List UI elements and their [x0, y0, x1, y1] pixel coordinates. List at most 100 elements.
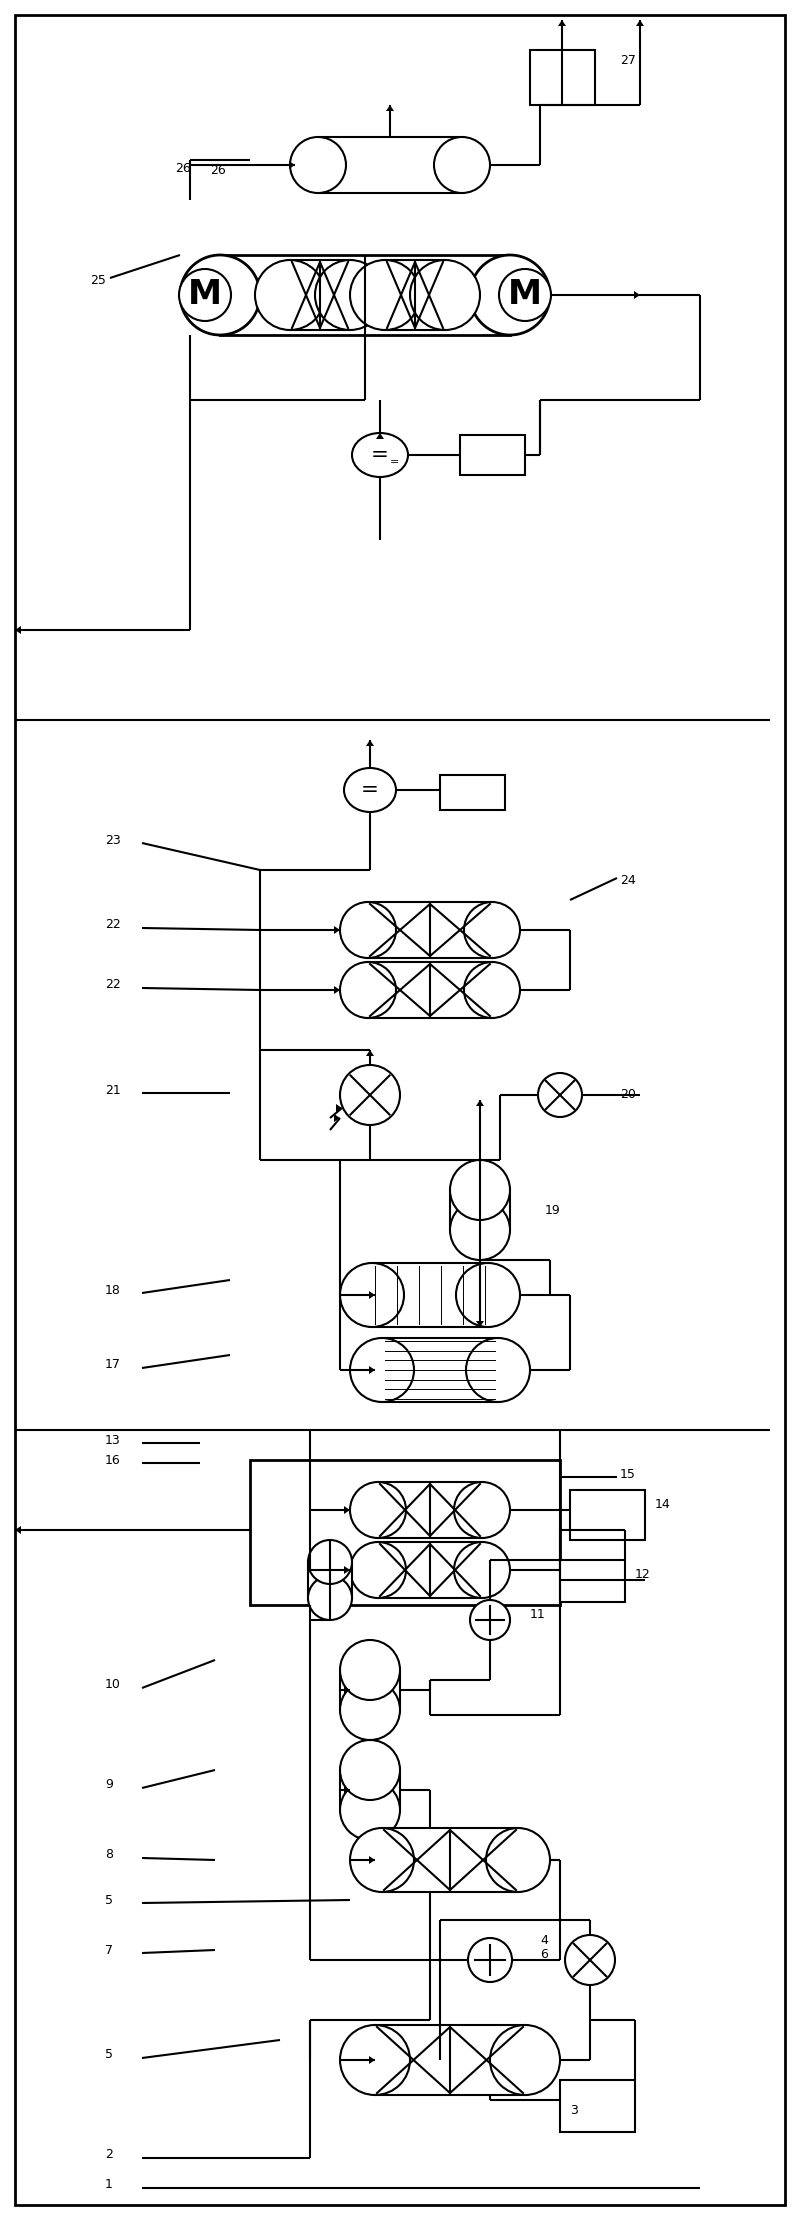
Text: 24: 24 — [620, 874, 636, 888]
Polygon shape — [366, 739, 374, 746]
Bar — [250, 1460, 560, 1604]
Ellipse shape — [308, 1540, 352, 1584]
Ellipse shape — [340, 1640, 400, 1700]
Ellipse shape — [434, 138, 490, 193]
Polygon shape — [558, 20, 566, 27]
Text: 10: 10 — [105, 1678, 121, 1691]
Ellipse shape — [470, 255, 550, 335]
Bar — [318, 138, 462, 193]
Bar — [560, 2079, 635, 2132]
Text: 2: 2 — [105, 2148, 113, 2161]
Polygon shape — [334, 1114, 340, 1123]
Ellipse shape — [179, 268, 231, 322]
Ellipse shape — [350, 1828, 414, 1893]
Polygon shape — [15, 1527, 21, 1533]
Ellipse shape — [180, 255, 260, 335]
Text: 7: 7 — [105, 1944, 113, 1957]
Polygon shape — [476, 1101, 484, 1105]
Ellipse shape — [464, 963, 520, 1019]
Ellipse shape — [470, 1600, 510, 1640]
Ellipse shape — [486, 1828, 550, 1893]
Polygon shape — [334, 985, 340, 994]
Polygon shape — [366, 1050, 374, 1056]
Text: 23: 23 — [105, 834, 121, 845]
Ellipse shape — [466, 1338, 530, 1402]
Polygon shape — [15, 626, 21, 635]
Ellipse shape — [340, 1680, 400, 1740]
Bar — [440, 774, 505, 810]
Bar — [340, 1771, 400, 1811]
Text: 3: 3 — [570, 2104, 578, 2117]
Polygon shape — [369, 2057, 375, 2064]
Text: 11: 11 — [530, 1609, 546, 1622]
Text: M: M — [508, 280, 542, 311]
Ellipse shape — [290, 138, 346, 193]
Ellipse shape — [456, 1263, 520, 1327]
Bar — [570, 1489, 645, 1540]
Polygon shape — [334, 925, 340, 934]
Text: 22: 22 — [105, 979, 121, 992]
Text: 12: 12 — [635, 1569, 650, 1582]
Bar — [385, 260, 445, 331]
Ellipse shape — [340, 1780, 400, 1840]
Text: M: M — [188, 280, 222, 311]
Text: 5: 5 — [105, 2048, 113, 2061]
Text: 13: 13 — [105, 1433, 121, 1447]
Ellipse shape — [340, 963, 396, 1019]
Text: 6: 6 — [540, 1948, 548, 1962]
Bar — [220, 255, 510, 335]
Text: 18: 18 — [105, 1283, 121, 1296]
Polygon shape — [289, 162, 295, 169]
Bar — [290, 260, 350, 331]
Polygon shape — [336, 1105, 342, 1112]
Text: 20: 20 — [620, 1090, 636, 1101]
Bar — [372, 1263, 488, 1327]
Polygon shape — [369, 1291, 375, 1298]
Ellipse shape — [454, 1482, 510, 1538]
Bar — [308, 1562, 352, 1598]
Bar — [368, 963, 492, 1019]
Polygon shape — [344, 1507, 350, 1513]
Bar — [450, 1189, 510, 1229]
Polygon shape — [369, 1855, 375, 1864]
Text: =: = — [371, 446, 389, 466]
Ellipse shape — [340, 1740, 400, 1800]
Text: 26: 26 — [175, 162, 190, 175]
Text: 17: 17 — [105, 1358, 121, 1371]
Ellipse shape — [350, 1338, 414, 1402]
Bar — [460, 435, 525, 475]
Bar — [530, 51, 595, 104]
Ellipse shape — [350, 1542, 406, 1598]
Polygon shape — [636, 20, 644, 27]
Polygon shape — [344, 1686, 350, 1693]
Text: 1: 1 — [105, 2179, 113, 2192]
Ellipse shape — [468, 1937, 512, 1982]
Bar — [382, 1338, 498, 1402]
Polygon shape — [476, 1320, 484, 1327]
Ellipse shape — [255, 260, 325, 331]
Ellipse shape — [315, 260, 385, 331]
Polygon shape — [369, 1367, 375, 1374]
Text: 16: 16 — [105, 1453, 121, 1467]
Text: 26: 26 — [210, 164, 226, 178]
Text: 22: 22 — [105, 919, 121, 932]
Bar — [375, 2026, 525, 2095]
Ellipse shape — [340, 1065, 400, 1125]
Ellipse shape — [344, 768, 396, 812]
Bar — [368, 901, 492, 959]
Ellipse shape — [490, 2026, 560, 2095]
Bar — [382, 1828, 518, 1893]
Ellipse shape — [340, 901, 396, 959]
Ellipse shape — [340, 1263, 404, 1327]
Text: 27: 27 — [620, 53, 636, 67]
Text: =: = — [390, 457, 399, 466]
Ellipse shape — [350, 1482, 406, 1538]
Text: 5: 5 — [105, 1893, 113, 1906]
Text: 8: 8 — [105, 1848, 113, 1862]
Polygon shape — [344, 1567, 350, 1573]
Bar — [378, 1482, 482, 1538]
Polygon shape — [344, 1786, 350, 1793]
Bar — [378, 1542, 482, 1598]
Ellipse shape — [499, 268, 551, 322]
Polygon shape — [386, 104, 394, 111]
